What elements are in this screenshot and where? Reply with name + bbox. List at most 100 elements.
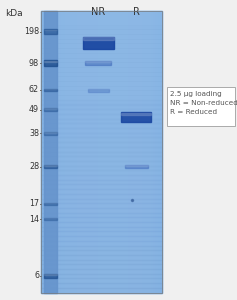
Bar: [44, 132, 57, 133]
Bar: [54, 11, 55, 292]
Bar: [158, 11, 159, 292]
Bar: [41, 67, 162, 72]
Bar: [60, 11, 61, 292]
Bar: [147, 11, 148, 292]
Text: 198: 198: [24, 27, 39, 36]
Bar: [41, 114, 162, 118]
Bar: [41, 25, 162, 29]
Bar: [41, 86, 162, 90]
Bar: [41, 100, 162, 104]
Bar: [41, 62, 162, 67]
Bar: [121, 112, 151, 115]
Bar: [57, 11, 58, 292]
Bar: [41, 184, 162, 189]
Bar: [144, 11, 145, 292]
Bar: [69, 11, 70, 292]
Bar: [41, 72, 162, 76]
Bar: [44, 11, 45, 292]
Bar: [51, 11, 53, 292]
Bar: [45, 11, 46, 292]
Bar: [41, 137, 162, 142]
Bar: [41, 213, 162, 217]
Bar: [120, 11, 121, 292]
Bar: [41, 147, 162, 152]
Bar: [140, 11, 141, 292]
Bar: [107, 11, 108, 292]
Text: 98: 98: [29, 58, 39, 68]
Bar: [97, 11, 98, 292]
Bar: [133, 11, 134, 292]
Text: 6: 6: [34, 272, 39, 280]
Text: NR: NR: [91, 7, 105, 16]
Bar: [91, 11, 92, 292]
Text: 17: 17: [29, 200, 39, 208]
Bar: [61, 11, 62, 292]
Bar: [122, 11, 123, 292]
Bar: [49, 11, 50, 292]
Bar: [161, 11, 162, 292]
Bar: [41, 44, 162, 48]
Bar: [41, 11, 162, 292]
Bar: [75, 11, 76, 292]
Bar: [125, 165, 147, 166]
Bar: [41, 264, 162, 269]
Bar: [44, 108, 57, 109]
Text: kDa: kDa: [5, 9, 22, 18]
Bar: [41, 34, 162, 39]
Bar: [76, 11, 77, 292]
Bar: [108, 11, 109, 292]
Bar: [92, 11, 93, 292]
Bar: [141, 11, 142, 292]
Bar: [55, 11, 57, 292]
Bar: [88, 88, 109, 92]
Bar: [41, 11, 42, 292]
Bar: [62, 11, 63, 292]
Bar: [132, 11, 133, 292]
Bar: [89, 11, 90, 292]
Bar: [127, 11, 128, 292]
Bar: [44, 274, 57, 278]
Bar: [85, 61, 111, 65]
Bar: [50, 11, 51, 292]
Bar: [143, 11, 144, 292]
Bar: [106, 11, 107, 292]
Bar: [111, 11, 112, 292]
Bar: [83, 11, 84, 292]
Bar: [44, 11, 57, 292]
Bar: [167, 87, 235, 126]
Bar: [102, 11, 103, 292]
Text: 38: 38: [29, 129, 39, 138]
Bar: [95, 11, 96, 292]
Bar: [152, 11, 153, 292]
Bar: [101, 11, 102, 292]
Bar: [72, 11, 73, 292]
Bar: [44, 89, 57, 91]
Bar: [73, 11, 74, 292]
Bar: [74, 11, 75, 292]
Bar: [41, 189, 162, 194]
Bar: [41, 231, 162, 236]
Bar: [41, 133, 162, 137]
Bar: [44, 61, 57, 62]
Bar: [84, 11, 85, 292]
Bar: [128, 11, 129, 292]
Bar: [71, 11, 72, 292]
Bar: [135, 11, 136, 292]
Bar: [112, 11, 113, 292]
Bar: [81, 11, 82, 292]
Bar: [159, 11, 160, 292]
Bar: [41, 260, 162, 264]
Bar: [151, 11, 152, 292]
Bar: [63, 11, 64, 292]
Bar: [90, 11, 91, 292]
Bar: [86, 11, 87, 292]
Bar: [41, 142, 162, 147]
Bar: [41, 39, 162, 44]
Bar: [154, 11, 155, 292]
Bar: [41, 175, 162, 180]
Bar: [41, 152, 162, 156]
Bar: [104, 11, 105, 292]
Bar: [155, 11, 156, 292]
Text: 28: 28: [29, 162, 39, 171]
Bar: [41, 53, 162, 58]
